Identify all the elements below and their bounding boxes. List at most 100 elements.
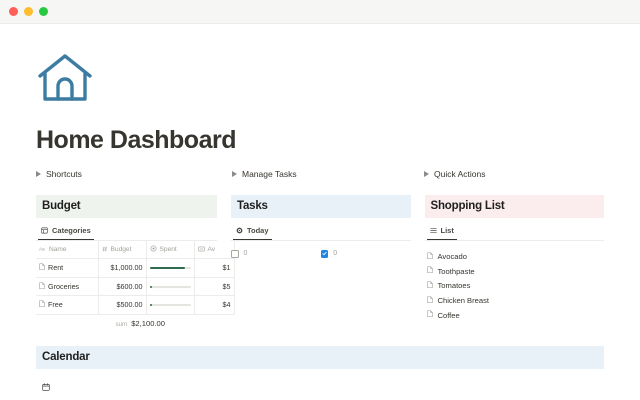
cell-available[interactable]: $1 bbox=[194, 258, 235, 278]
tab-list[interactable]: List bbox=[426, 226, 457, 240]
spent-progress-bar bbox=[149, 267, 191, 270]
cell-budget[interactable]: $1,000.00 bbox=[98, 258, 147, 278]
spent-progress-fill bbox=[149, 285, 153, 288]
budget-heading: Budget bbox=[36, 195, 217, 218]
toggle-quick-actions[interactable]: Quick Actions bbox=[424, 169, 486, 179]
list-item-label: Chicken Breast bbox=[437, 295, 490, 305]
list-icon bbox=[429, 227, 437, 234]
tasks-board: 0 0 bbox=[231, 241, 411, 258]
cell-budget[interactable]: $500.00 bbox=[98, 295, 147, 315]
list-item-label: Toothpaste bbox=[437, 266, 475, 276]
cell-name[interactable]: Rent bbox=[36, 258, 99, 278]
cell-spent[interactable] bbox=[146, 258, 195, 278]
page-icon bbox=[426, 296, 433, 306]
page-icon bbox=[426, 281, 433, 291]
col-available[interactable]: Av bbox=[194, 241, 235, 259]
table-row[interactable]: Rent $1,000.00 $1 bbox=[36, 258, 235, 278]
toggle-label: Shortcuts bbox=[46, 169, 82, 179]
rollup-icon bbox=[197, 246, 205, 254]
col-budget[interactable]: Budget bbox=[98, 241, 147, 259]
spent-progress-fill bbox=[149, 267, 185, 270]
page-icon bbox=[39, 281, 45, 292]
cell-available[interactable]: $5 bbox=[194, 277, 235, 296]
page-icon bbox=[39, 300, 45, 310]
target-icon bbox=[236, 227, 243, 234]
shopping-list-heading: Shopping List bbox=[424, 195, 604, 218]
list-item[interactable]: Avocado bbox=[425, 249, 605, 264]
tasks-tabstrip: Today bbox=[231, 218, 411, 241]
budget-table: Aa Name bbox=[36, 241, 235, 315]
toggle-label: Quick Actions bbox=[434, 169, 486, 179]
svg-text:Aa: Aa bbox=[39, 246, 45, 251]
spent-progress-bar bbox=[149, 285, 191, 288]
cell-spent[interactable] bbox=[146, 277, 195, 296]
list-item[interactable]: Chicken Breast bbox=[425, 293, 605, 308]
budget-sum-row[interactable]: sum $2,100.00 bbox=[36, 315, 169, 328]
toggle-row: Shortcuts Manage Tasks Quick Actions bbox=[36, 169, 604, 179]
page-icon bbox=[426, 252, 433, 262]
formula-icon bbox=[149, 245, 157, 254]
cell-name[interactable]: Free bbox=[36, 295, 99, 315]
list-item[interactable]: Coffee bbox=[425, 308, 605, 323]
row-name: Free bbox=[48, 300, 63, 310]
row-name: Rent bbox=[48, 263, 64, 273]
tab-label: Categories bbox=[52, 226, 91, 235]
triangle-right-icon[interactable] bbox=[36, 171, 41, 177]
page-icon bbox=[426, 310, 433, 320]
shopping-list-card: Shopping List List bbox=[424, 195, 605, 328]
cell-name[interactable]: Groceries bbox=[36, 277, 99, 296]
sum-label: sum bbox=[115, 320, 128, 328]
table-header-row: Aa Name bbox=[36, 241, 235, 259]
task-count: 0 bbox=[333, 250, 338, 258]
traffic-lights bbox=[9, 7, 48, 16]
number-hash-icon bbox=[101, 246, 108, 254]
zoom-window-button[interactable] bbox=[39, 7, 48, 16]
tab-today[interactable]: Today bbox=[233, 226, 272, 240]
triangle-right-icon[interactable] bbox=[232, 171, 237, 177]
list-item-label: Avocado bbox=[437, 251, 467, 261]
col-name[interactable]: Aa Name bbox=[36, 241, 99, 259]
spent-progress-fill bbox=[149, 304, 152, 307]
col-spent[interactable]: Spent bbox=[146, 241, 195, 259]
list-item-label: Coffee bbox=[437, 310, 460, 320]
tab-calendar-view[interactable] bbox=[38, 378, 54, 400]
task-group-checked[interactable]: 0 bbox=[320, 250, 411, 258]
cell-available[interactable]: $4 bbox=[194, 295, 235, 315]
list-item[interactable]: Tomatoes bbox=[425, 278, 605, 293]
calendar-tabstrip bbox=[36, 369, 604, 400]
triangle-right-icon[interactable] bbox=[424, 171, 429, 177]
cell-budget[interactable]: $600.00 bbox=[98, 277, 147, 296]
row-name: Groceries bbox=[48, 281, 80, 291]
page-icon bbox=[39, 263, 45, 273]
window-titlebar bbox=[0, 0, 640, 24]
spent-progress-bar bbox=[149, 304, 191, 307]
dashboard-columns: Budget Categories bbox=[36, 195, 604, 328]
table-row[interactable]: Free $500.00 $4 bbox=[36, 295, 235, 315]
checkbox-checked-icon[interactable] bbox=[320, 250, 329, 258]
table-row[interactable]: Groceries $600.00 $5 bbox=[36, 277, 235, 296]
cell-spent[interactable] bbox=[146, 295, 195, 315]
sum-value: $2,100.00 bbox=[131, 318, 165, 328]
task-group-unchecked[interactable]: 0 bbox=[231, 250, 321, 258]
toggle-shortcuts[interactable]: Shortcuts bbox=[36, 169, 232, 179]
close-window-button[interactable] bbox=[9, 7, 18, 16]
list-item[interactable]: Toothpaste bbox=[425, 264, 605, 279]
table-grid-icon bbox=[41, 227, 48, 234]
budget-tabstrip: Categories bbox=[36, 218, 217, 241]
toggle-label: Manage Tasks bbox=[242, 169, 297, 179]
page-content: Home Dashboard Shortcuts Manage Tasks Qu… bbox=[0, 52, 640, 400]
house-icon bbox=[36, 52, 604, 110]
col-label: Av bbox=[207, 246, 216, 253]
tab-categories[interactable]: Categories bbox=[38, 226, 94, 240]
list-item-label: Tomatoes bbox=[437, 281, 471, 291]
tab-label: List bbox=[440, 226, 454, 235]
minimize-window-button[interactable] bbox=[24, 7, 33, 16]
calendar-heading: Calendar bbox=[36, 345, 604, 369]
checkbox-unchecked-icon[interactable] bbox=[231, 250, 239, 258]
page-title: Home Dashboard bbox=[36, 126, 236, 154]
budget-card: Budget Categories bbox=[36, 195, 235, 328]
text-aa-icon: Aa bbox=[39, 246, 46, 254]
toggle-manage-tasks[interactable]: Manage Tasks bbox=[232, 169, 424, 179]
calendar-icon bbox=[42, 378, 50, 395]
shopping-tabstrip: List bbox=[424, 218, 604, 241]
